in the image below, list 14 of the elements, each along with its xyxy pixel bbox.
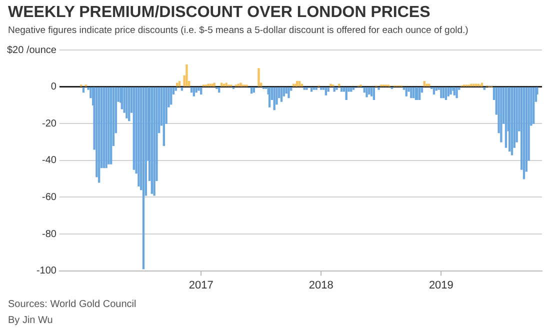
chart-title: WEEKLY PREMIUM/DISCOUNT OVER LONDON PRICES: [8, 4, 430, 22]
source-note: Sources: World Gold Council: [8, 298, 136, 312]
x-tick-label: 2017: [188, 279, 214, 292]
y-tick-label: -20: [42, 118, 57, 130]
y-tick-label: 0: [50, 82, 57, 93]
y-tick-label: -40: [42, 155, 57, 166]
x-tick-label: 2018: [308, 279, 334, 292]
y-tick-label: $20 /ounce: [6, 44, 57, 56]
y-tick-label: -100: [36, 266, 57, 277]
x-tick-label: 2019: [428, 279, 454, 292]
y-tick-label: -60: [42, 192, 57, 203]
chart-subtitle: Negative figures indicate price discounts (i.e. $-5 means a 5-dollar discount is offered for each ounce of gold.): [8, 25, 468, 36]
y-tick-label: -80: [42, 228, 57, 240]
text: By Jin Wu: [8, 314, 54, 328]
